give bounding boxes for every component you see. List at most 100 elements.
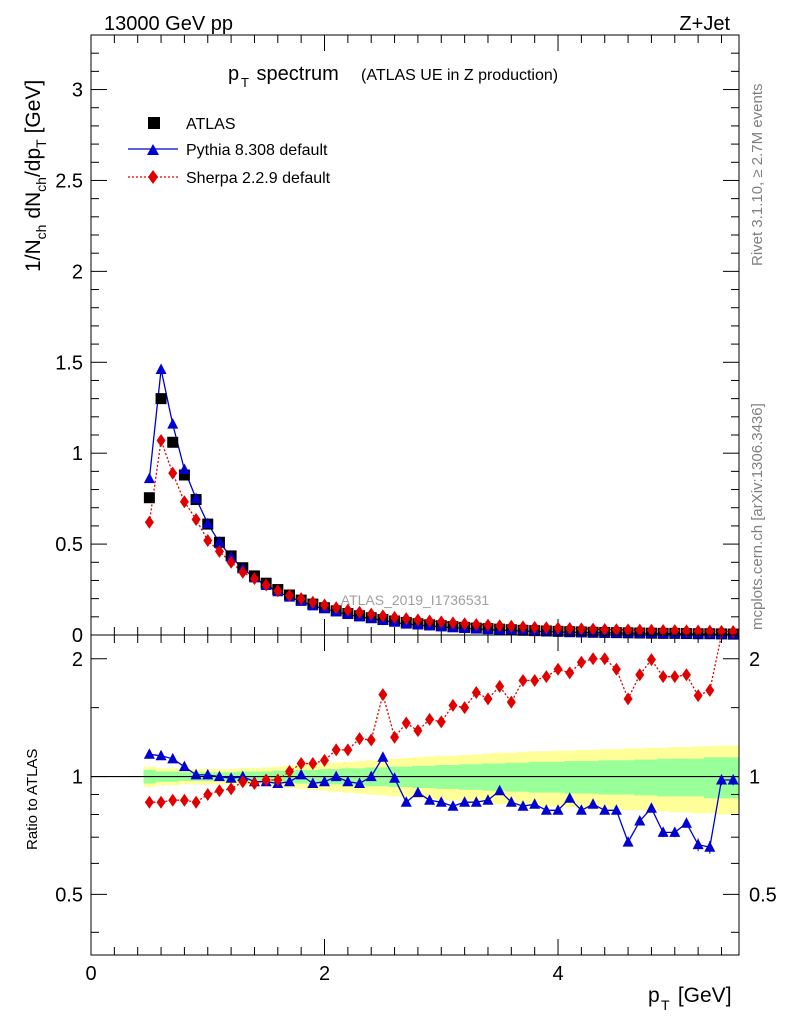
main-ytick-label: 0	[72, 625, 83, 647]
ratio-sherpa-point	[483, 692, 493, 706]
xlabel-p: p	[648, 984, 660, 1007]
xtick-label: 0	[85, 963, 96, 985]
ratio-sherpa-point	[425, 712, 435, 726]
sherpa-point	[191, 513, 201, 527]
side-label-rivet: Rivet 3.1.10, ≥ 2.7M events	[749, 84, 766, 267]
sherpa-point	[226, 555, 236, 569]
ratio-pythia-point	[155, 749, 167, 761]
ratio-pythia-point	[505, 796, 517, 807]
ratio-sherpa-point	[238, 775, 248, 789]
ratio-sherpa-point	[203, 787, 213, 801]
ratio-sherpa-point	[530, 673, 540, 687]
ratio-pythia-point	[599, 804, 611, 815]
sherpa-point	[600, 623, 610, 637]
ratio-pythia-point	[167, 752, 179, 764]
ratio-data-points	[143, 634, 739, 854]
ratio-sherpa-point	[214, 784, 224, 798]
sherpa-line	[148, 440, 734, 633]
sherpa-point	[343, 603, 353, 617]
sherpa-point	[390, 610, 400, 624]
ratio-ytick-label-left: 0.5	[55, 884, 83, 906]
ratio-pythia-point	[517, 800, 529, 811]
xlabel-rest: [GeV]	[672, 984, 732, 1007]
ratio-band-inner	[657, 758, 670, 797]
ratio-pythia-point	[424, 794, 436, 805]
legend-pythia-marker	[147, 144, 159, 155]
atlas-point	[167, 436, 179, 448]
sherpa-point	[413, 613, 423, 627]
ratio-band-inner	[563, 761, 577, 794]
title-subscript: T	[241, 75, 249, 90]
ratio-pythia-point	[610, 804, 622, 815]
pythia-point	[143, 472, 155, 484]
pythia-point	[190, 492, 202, 504]
ratio-pythia-point	[400, 796, 412, 807]
ratio-sherpa-point	[156, 795, 166, 809]
sherpa-point	[576, 622, 586, 636]
sherpa-point	[588, 622, 598, 636]
legend-atlas-marker	[148, 117, 160, 129]
ratio-ytick-label-right: 0.5	[749, 884, 777, 906]
ratio-pythia-point	[435, 796, 447, 807]
ratio-pythia-point	[482, 794, 494, 805]
ratio-ylabel: Ratio to ATLAS	[24, 749, 41, 850]
ratio-pythia-point	[552, 804, 564, 815]
x-axis-label: p T [GeV]	[648, 984, 732, 1013]
ratio-pythia-point	[529, 798, 541, 809]
ratio-pythia-point	[470, 796, 482, 807]
ratio-pythia-point	[704, 841, 716, 852]
sherpa-point	[378, 609, 388, 623]
ratio-pythia-point	[447, 800, 459, 811]
analysis-watermark: ATLAS_2019_I1736531	[341, 592, 490, 608]
ratio-band-inner	[622, 760, 635, 795]
pythia-point	[178, 463, 190, 475]
sherpa-point	[156, 433, 166, 447]
ratio-band-inner	[575, 761, 588, 794]
ratio-band-inner	[680, 758, 693, 797]
ratio-band-inner	[610, 760, 623, 795]
ratio-band-inner	[552, 761, 565, 793]
sherpa-point	[355, 605, 365, 619]
sherpa-point	[401, 612, 411, 626]
ratio-pythia-point	[377, 751, 389, 762]
sherpa-point	[366, 607, 376, 621]
ratio-band-inner	[587, 761, 600, 794]
ratio-band-inner	[703, 757, 717, 799]
ratio-pythia-point	[295, 768, 307, 780]
ratio-sherpa-point	[401, 716, 411, 730]
ratio-band-inner	[598, 760, 612, 795]
ratio-sherpa-point	[284, 765, 294, 779]
ratio-ytick-label-right: 1	[749, 767, 760, 789]
atlas-point	[155, 393, 167, 405]
sherpa-point	[249, 572, 259, 586]
ratio-pythia-point	[143, 748, 155, 759]
ratio-sherpa-point	[705, 683, 715, 697]
sherpa-point	[320, 598, 330, 612]
ratio-sherpa-point	[670, 670, 680, 684]
sherpa-point	[238, 565, 248, 579]
ratio-pythia-point	[634, 814, 646, 826]
ratio-uncertainty-bands	[143, 745, 740, 815]
ratio-pythia-point	[645, 802, 657, 813]
ratio-sherpa-point	[518, 673, 528, 687]
ratio-band-inner	[505, 762, 518, 792]
sherpa-point	[506, 619, 516, 633]
ratio-sherpa-point	[261, 773, 271, 787]
sherpa-point	[331, 601, 341, 615]
energy-label: 13000 GeV pp	[104, 13, 233, 35]
sherpa-point	[541, 621, 551, 635]
ratio-pythia-point	[213, 770, 225, 782]
sherpa-point	[460, 617, 470, 631]
ratio-pythia-point	[190, 768, 202, 780]
ratio-ytick-label-left: 1	[72, 767, 83, 789]
ratio-sherpa-point	[273, 773, 283, 787]
main-ytick-label: 0.5	[55, 534, 83, 556]
ratio-pythia-point	[622, 836, 634, 847]
sherpa-point	[179, 495, 189, 509]
pythia-point	[213, 536, 225, 547]
sherpa-point	[611, 623, 621, 637]
ratio-sherpa-point	[144, 795, 154, 809]
side-label-mcplots: mcplots.cern.ch [arXiv:1306.3436]	[749, 403, 766, 630]
ratio-sherpa-point	[168, 793, 178, 807]
legend-sherpa-label: Sherpa 2.2.9 default	[186, 170, 331, 187]
